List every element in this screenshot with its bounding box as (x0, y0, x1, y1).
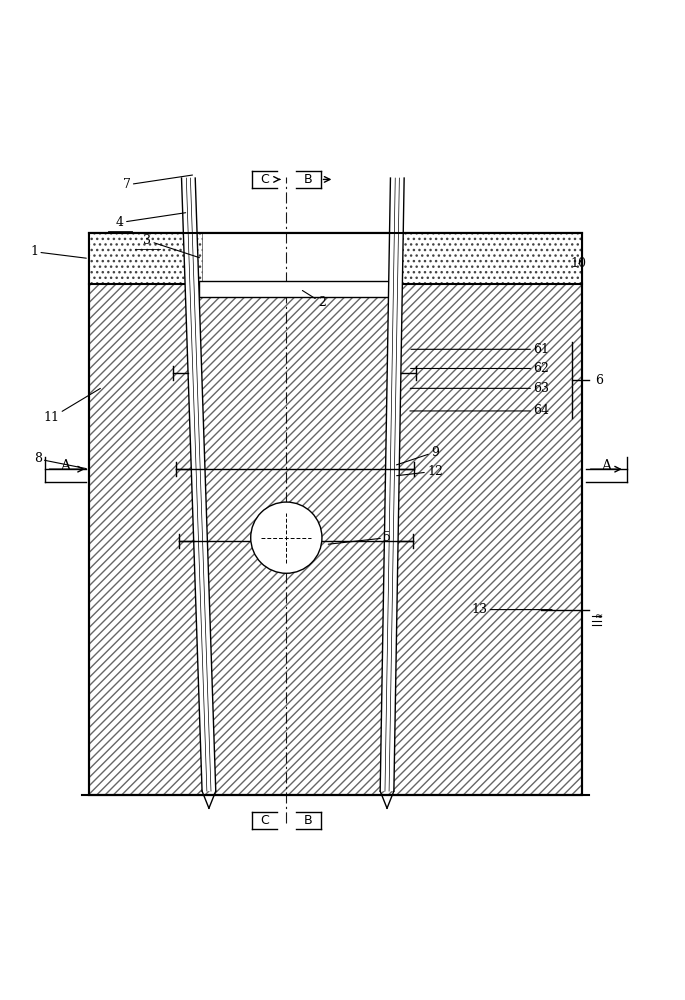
Text: A: A (60, 459, 70, 473)
Circle shape (251, 502, 322, 573)
Text: C: C (260, 814, 269, 827)
Text: 7: 7 (123, 175, 192, 191)
Bar (89, 284, 582, 795)
Text: 62: 62 (410, 362, 549, 375)
Text: ≈: ≈ (595, 611, 603, 621)
Bar (89, 233, 582, 284)
Text: 3: 3 (143, 234, 199, 258)
Text: A: A (601, 459, 611, 473)
Text: 2: 2 (302, 290, 326, 309)
Bar (199, 281, 397, 297)
Text: 5: 5 (328, 531, 391, 544)
Bar (89, 233, 582, 795)
Text: B: B (304, 814, 312, 827)
Text: 63: 63 (410, 382, 549, 395)
Text: B: B (304, 173, 312, 186)
Bar (89, 233, 202, 284)
Bar (89, 233, 582, 795)
Polygon shape (182, 178, 216, 791)
Text: 6: 6 (595, 374, 603, 387)
Text: 12: 12 (397, 465, 443, 478)
Text: C: C (260, 173, 269, 186)
Text: 4: 4 (116, 213, 186, 229)
Text: 10: 10 (571, 257, 587, 270)
Text: 1: 1 (30, 245, 86, 258)
Text: 11: 11 (43, 388, 101, 424)
Bar (394, 233, 582, 284)
Text: 9: 9 (397, 446, 439, 465)
Text: 61: 61 (411, 343, 549, 356)
Text: 64: 64 (410, 404, 549, 417)
Text: 8: 8 (34, 452, 86, 469)
Text: 13: 13 (471, 603, 552, 616)
Polygon shape (380, 178, 404, 791)
